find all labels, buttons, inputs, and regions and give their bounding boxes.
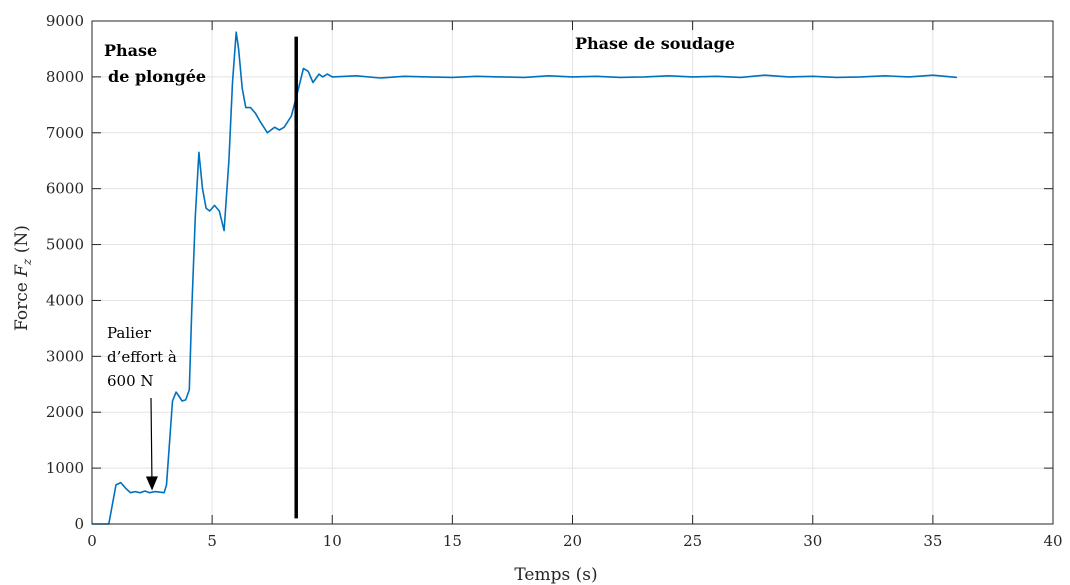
annotation-palier-line2: d’effort à — [107, 348, 177, 366]
y-tick-label: 8000 — [46, 68, 84, 86]
series-layer — [92, 31, 957, 525]
x-tick-label: 35 — [923, 532, 942, 550]
annotation-arrow-shaft — [150, 397, 153, 477]
y-tick-label: 3000 — [46, 347, 84, 365]
x-tick-label: 30 — [803, 532, 822, 550]
y-axis-title: Force Fz (N) — [12, 225, 34, 331]
x-tick-label: 40 — [1043, 532, 1062, 550]
series-line-force — [92, 31, 957, 525]
annotation-phase-welding: Phase de soudage — [575, 34, 735, 53]
grid-lines — [91, 20, 1054, 525]
axis-ticks — [91, 20, 1054, 525]
annotation-palier-line1: Palier — [107, 324, 152, 342]
x-axis-title: Temps (s) — [514, 565, 597, 585]
y-tick-label: 2000 — [46, 403, 84, 421]
annotation-phase-plunge-line1: Phase — [104, 41, 157, 60]
y-tick-label: 9000 — [46, 12, 84, 30]
y-tick-label: 6000 — [46, 180, 84, 198]
y-tick-label: 7000 — [46, 124, 84, 142]
x-tick-label: 0 — [87, 532, 97, 550]
x-tick-label: 25 — [683, 532, 702, 550]
y-tick-label: 1000 — [46, 459, 84, 477]
x-tick-label: 5 — [207, 532, 217, 550]
x-tick-label: 20 — [563, 532, 582, 550]
y-tick-label: 5000 — [46, 236, 84, 254]
x-tick-label: 10 — [323, 532, 342, 550]
y-tick-label: 4000 — [46, 291, 84, 309]
annotation-phase-plunge-line2: de plongée — [108, 67, 206, 86]
annotation-palier-line3: 600 N — [107, 372, 154, 390]
axis-tick-labels: 0 5 10 15 20 25 30 35 40 0 1000 2000 3000 4000 5000 600… — [46, 12, 1063, 550]
annotation-arrow-head — [145, 476, 158, 491]
y-tick-label: 0 — [74, 515, 84, 533]
x-tick-label: 15 — [443, 532, 462, 550]
